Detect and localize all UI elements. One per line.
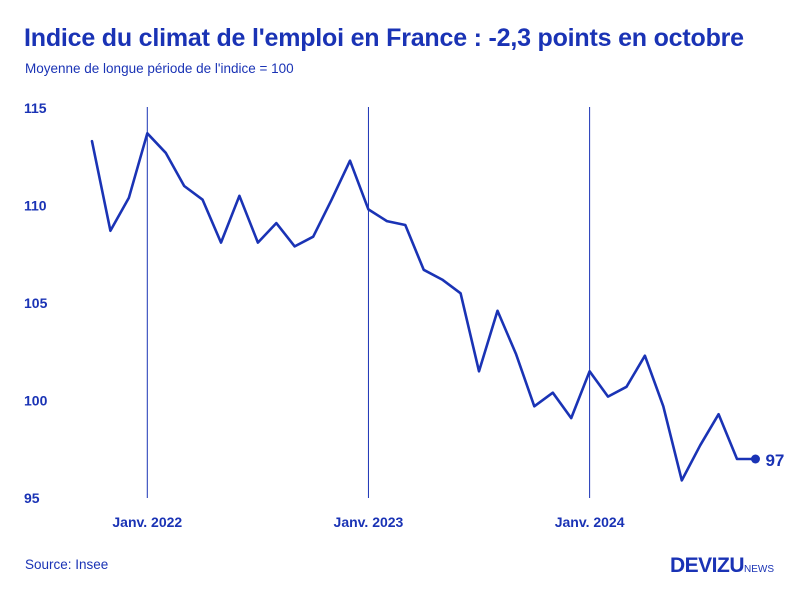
y-tick-label: 115 <box>24 100 47 116</box>
x-tick-label: Janv. 2024 <box>555 514 625 530</box>
x-tick-label: Janv. 2022 <box>112 514 182 530</box>
series-line <box>90 132 757 482</box>
source-note: Source: Insee <box>25 557 109 572</box>
x-axis: Janv. 2022 Janv. 2023 Janv. 2024 <box>112 514 624 530</box>
grid-layer <box>146 107 591 498</box>
end-value-label: 97 <box>765 451 784 470</box>
y-tick-label: 100 <box>24 393 48 409</box>
brand-logo-sub: NEWS <box>744 564 774 575</box>
brand-logo-main: DEVIZU <box>669 554 745 577</box>
chart-subtitle: Moyenne de longue période de l'indice = … <box>25 61 294 76</box>
brand-logo: DEVIZUNEWS <box>670 554 774 578</box>
chart-title: Indice du climat de l'emploi en France :… <box>24 24 744 52</box>
series-layer: 97 <box>90 132 784 482</box>
end-point-marker <box>750 454 760 464</box>
y-tick-label: 95 <box>24 490 40 506</box>
y-tick-label: 105 <box>24 295 48 311</box>
y-axis: 115 110 105 100 95 <box>24 100 48 506</box>
y-tick-label: 110 <box>24 198 47 214</box>
x-tick-label: Janv. 2023 <box>334 514 404 530</box>
